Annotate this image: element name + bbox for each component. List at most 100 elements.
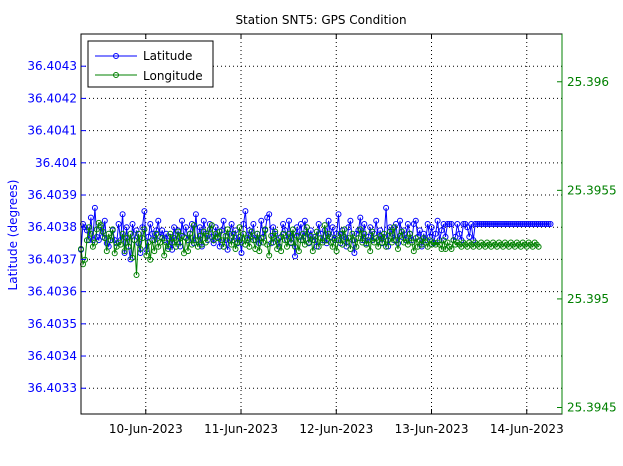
longitude-point bbox=[345, 235, 352, 242]
longitude-point bbox=[246, 243, 253, 250]
longitude-point bbox=[137, 246, 144, 252]
latitude-point bbox=[519, 221, 526, 227]
chart-title: Station SNT5: GPS Condition bbox=[235, 13, 406, 27]
latitude-point bbox=[438, 227, 445, 234]
longitude-point bbox=[204, 232, 211, 239]
latitude-point bbox=[87, 214, 94, 221]
longitude-point bbox=[228, 241, 235, 248]
longitude-point bbox=[361, 230, 368, 237]
longitude-point bbox=[85, 224, 92, 231]
latitude-point bbox=[490, 221, 497, 227]
longitude-point bbox=[448, 246, 455, 252]
longitude-point bbox=[135, 230, 142, 237]
latitude-point bbox=[183, 224, 189, 231]
longitude-point bbox=[402, 235, 409, 242]
longitude-point bbox=[185, 248, 191, 255]
y-tick-label: 36.4043 bbox=[27, 59, 77, 73]
longitude-point bbox=[101, 235, 108, 242]
latitude-point bbox=[517, 221, 524, 227]
longitude-point bbox=[276, 235, 283, 242]
longitude-point bbox=[163, 239, 170, 246]
longitude-point bbox=[236, 224, 243, 231]
longitude-point bbox=[355, 235, 362, 242]
longitude-point bbox=[141, 226, 148, 233]
longitude-point bbox=[293, 232, 300, 239]
longitude-point bbox=[133, 272, 140, 278]
latitude-point bbox=[492, 221, 499, 227]
plot-area: 10-Jun-2023 11-Jun-2023 12-Jun-2023 13-Jun-… bbox=[27, 33, 617, 436]
longitude-point bbox=[347, 246, 354, 252]
latitude-point bbox=[220, 217, 227, 224]
longitude-point bbox=[307, 232, 314, 239]
longitude-point bbox=[357, 226, 364, 233]
latitude-point bbox=[325, 217, 332, 224]
longitude-point bbox=[131, 237, 138, 244]
latitude-point bbox=[286, 217, 292, 224]
latitude-point bbox=[412, 217, 419, 224]
latitude-point bbox=[448, 221, 455, 227]
x-tick-label: 14-Jun-2023 bbox=[490, 422, 564, 436]
latitude-point bbox=[171, 224, 178, 231]
longitude-point bbox=[292, 243, 298, 250]
longitude-point bbox=[175, 228, 182, 235]
longitude-point bbox=[288, 239, 294, 246]
longitude-point bbox=[202, 239, 209, 246]
latitude-point bbox=[119, 211, 126, 218]
x-axis: 10-Jun-2023 11-Jun-2023 12-Jun-2023 13-Jun-… bbox=[109, 34, 564, 436]
y-tick-label: 36.4039 bbox=[27, 188, 77, 202]
latitude-point bbox=[200, 217, 207, 224]
latitude-point bbox=[155, 217, 162, 224]
latitude-point bbox=[476, 221, 483, 227]
longitude-point bbox=[398, 228, 405, 235]
latitude-point bbox=[466, 233, 473, 240]
longitude-point bbox=[325, 230, 332, 237]
longitude-point bbox=[295, 248, 302, 255]
longitude-point bbox=[341, 226, 348, 233]
latitude-point bbox=[513, 221, 520, 227]
longitude-point bbox=[240, 230, 247, 237]
latitude-point bbox=[494, 221, 500, 227]
longitude-point bbox=[91, 239, 98, 246]
latitude-point bbox=[129, 221, 136, 227]
longitude-point bbox=[321, 222, 328, 229]
latitude-point bbox=[500, 221, 506, 227]
grid-lines bbox=[81, 34, 562, 414]
longitude-point bbox=[143, 252, 150, 259]
y2-tick-label: 25.395 bbox=[567, 292, 609, 306]
latitude-point bbox=[192, 211, 199, 218]
longitude-point bbox=[268, 232, 275, 239]
longitude-point bbox=[87, 230, 94, 237]
legend-latitude-label: Latitude bbox=[143, 49, 192, 63]
longitude-point bbox=[315, 243, 322, 250]
latitude-point bbox=[242, 208, 249, 215]
latitude-point bbox=[446, 221, 453, 227]
latitude-point bbox=[547, 221, 554, 227]
longitude-point bbox=[303, 224, 310, 231]
y-tick-label: 36.4034 bbox=[27, 349, 77, 363]
latitude-point bbox=[420, 230, 427, 237]
longitude-point bbox=[220, 243, 227, 250]
longitude-point bbox=[234, 239, 241, 246]
latitude-point bbox=[258, 217, 265, 224]
y-tick-label: 36.404 bbox=[35, 156, 77, 170]
latitude-point bbox=[323, 240, 330, 247]
longitude-point bbox=[290, 226, 296, 233]
latitude-point bbox=[196, 224, 203, 231]
latitude-point bbox=[460, 221, 467, 227]
latitude-point bbox=[486, 221, 493, 227]
longitude-point bbox=[311, 237, 318, 244]
latitude-point bbox=[163, 230, 170, 237]
longitude-point bbox=[367, 248, 374, 255]
latitude-point bbox=[535, 221, 542, 227]
latitude-point bbox=[424, 221, 431, 227]
latitude-point bbox=[216, 243, 223, 250]
legend-latitude-marker bbox=[113, 53, 119, 59]
longitude-point bbox=[125, 243, 132, 250]
latitude-point bbox=[373, 217, 380, 224]
latitude-point bbox=[297, 221, 304, 227]
longitude-point bbox=[337, 230, 344, 237]
latitude-point bbox=[177, 243, 184, 250]
latitude-point bbox=[228, 221, 235, 227]
y-tick-label: 36.4035 bbox=[27, 317, 77, 331]
latitude-point bbox=[280, 221, 287, 227]
